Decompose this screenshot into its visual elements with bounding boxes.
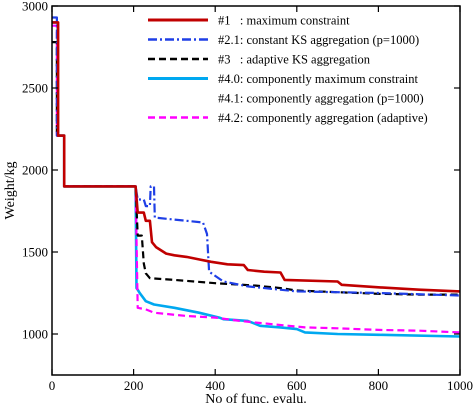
series-line-2: [52, 16, 460, 297]
y-tick-label: 2500: [22, 81, 48, 96]
axis-ticks: 0 200 400 600 800 1000 1000 1500 2000 2500 3000: [22, 0, 473, 393]
y-axis-label: Weight/kg: [3, 162, 18, 220]
x-tick-label: 1000: [447, 378, 473, 393]
plot-frame: [51, 5, 461, 376]
series-layer: [52, 16, 460, 338]
y-tick-label: 2000: [22, 163, 48, 178]
y-tick-label: 1500: [22, 245, 48, 260]
legend: #1 : maximum constraint #2.1: constant KS…: [148, 14, 428, 125]
legend-label: #1 : maximum constraint: [218, 14, 350, 28]
y-tick-label: 1000: [22, 327, 48, 342]
legend-label: #2.1: constant KS aggregation (p=1000): [218, 33, 419, 47]
x-tick-label: 800: [369, 378, 389, 393]
legend-label: #4.1: componently aggregation (p=1000): [218, 92, 424, 106]
legend-label: #4.2: componently aggregation (adaptive): [218, 111, 428, 125]
y-tick-label: 3000: [22, 0, 48, 14]
legend-label: #4.0: componently maximum constraint: [218, 72, 418, 86]
x-tick-label: 400: [205, 378, 225, 393]
series-line-1: [52, 21, 460, 293]
legend-label: #3 : adaptive KS aggregation: [218, 53, 371, 67]
x-tick-label: 600: [287, 378, 307, 393]
x-tick-label: 0: [49, 378, 56, 393]
x-axis-label: No of func. evalu.: [205, 392, 306, 407]
x-tick-label: 200: [124, 378, 144, 393]
